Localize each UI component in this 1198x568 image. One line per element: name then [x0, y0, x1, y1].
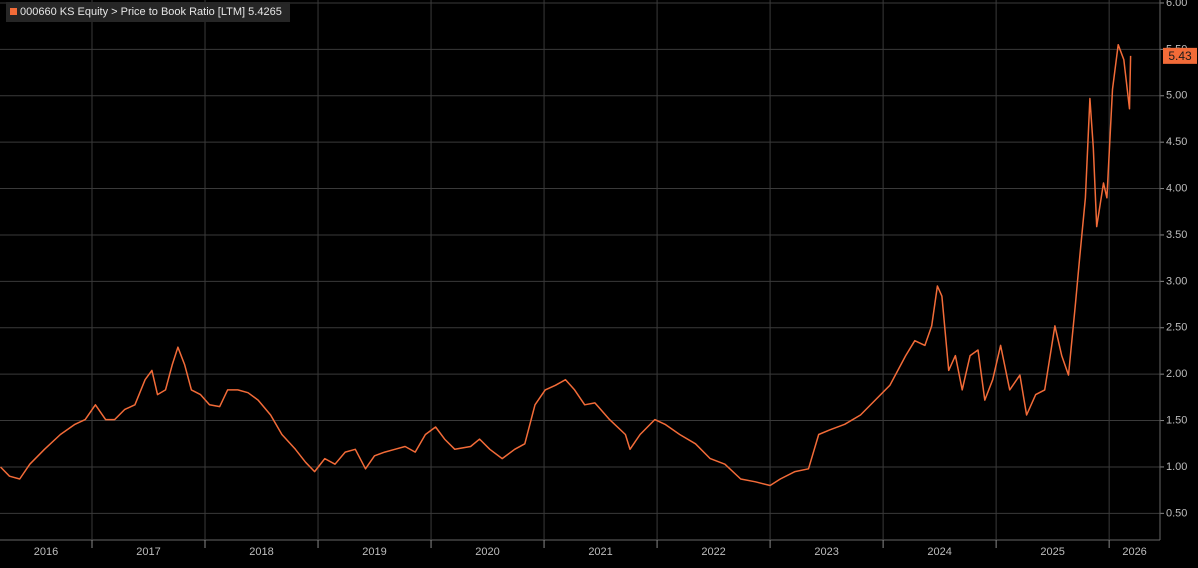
- y-tick-label: 3.00: [1166, 275, 1187, 287]
- x-tick-label: 2019: [362, 546, 386, 558]
- y-tick-label: 1.50: [1166, 414, 1187, 426]
- price-tag-label: 5.43: [1168, 49, 1192, 63]
- series-line: [0, 43, 1132, 487]
- x-tick-label: 2025: [1040, 546, 1064, 558]
- legend: 000660 KS Equity > Price to Book Ratio […: [6, 2, 290, 22]
- x-tick-label: 2020: [475, 546, 499, 558]
- price-tag: [1163, 47, 1197, 64]
- legend-name: 000660 KS Equity > Price to Book Ratio […: [20, 6, 246, 18]
- y-tick-label: 0.50: [1166, 507, 1187, 519]
- y-tick-label: 2.00: [1166, 368, 1187, 380]
- x-tick-label: 2023: [814, 546, 838, 558]
- x-tick-label: 2024: [927, 546, 951, 558]
- y-tick-label: 3.50: [1166, 229, 1187, 241]
- x-tick-label: 2022: [701, 546, 725, 558]
- x-tick-label: 2026: [1122, 546, 1146, 558]
- y-tick-label: 4.00: [1166, 182, 1187, 194]
- y-tick-label: 6.00: [1166, 0, 1187, 9]
- y-tick-label: 5.00: [1166, 90, 1187, 102]
- x-tick-label: 2017: [136, 546, 160, 558]
- x-tick-label: 2018: [249, 546, 273, 558]
- legend-value: 5.4265: [248, 6, 282, 18]
- y-tick-label: 4.50: [1166, 136, 1187, 148]
- y-tick-label: 2.50: [1166, 322, 1187, 334]
- y-tick-label: 1.00: [1166, 461, 1187, 473]
- x-tick-label: 2021: [588, 546, 612, 558]
- x-tick-label: 2016: [34, 546, 58, 558]
